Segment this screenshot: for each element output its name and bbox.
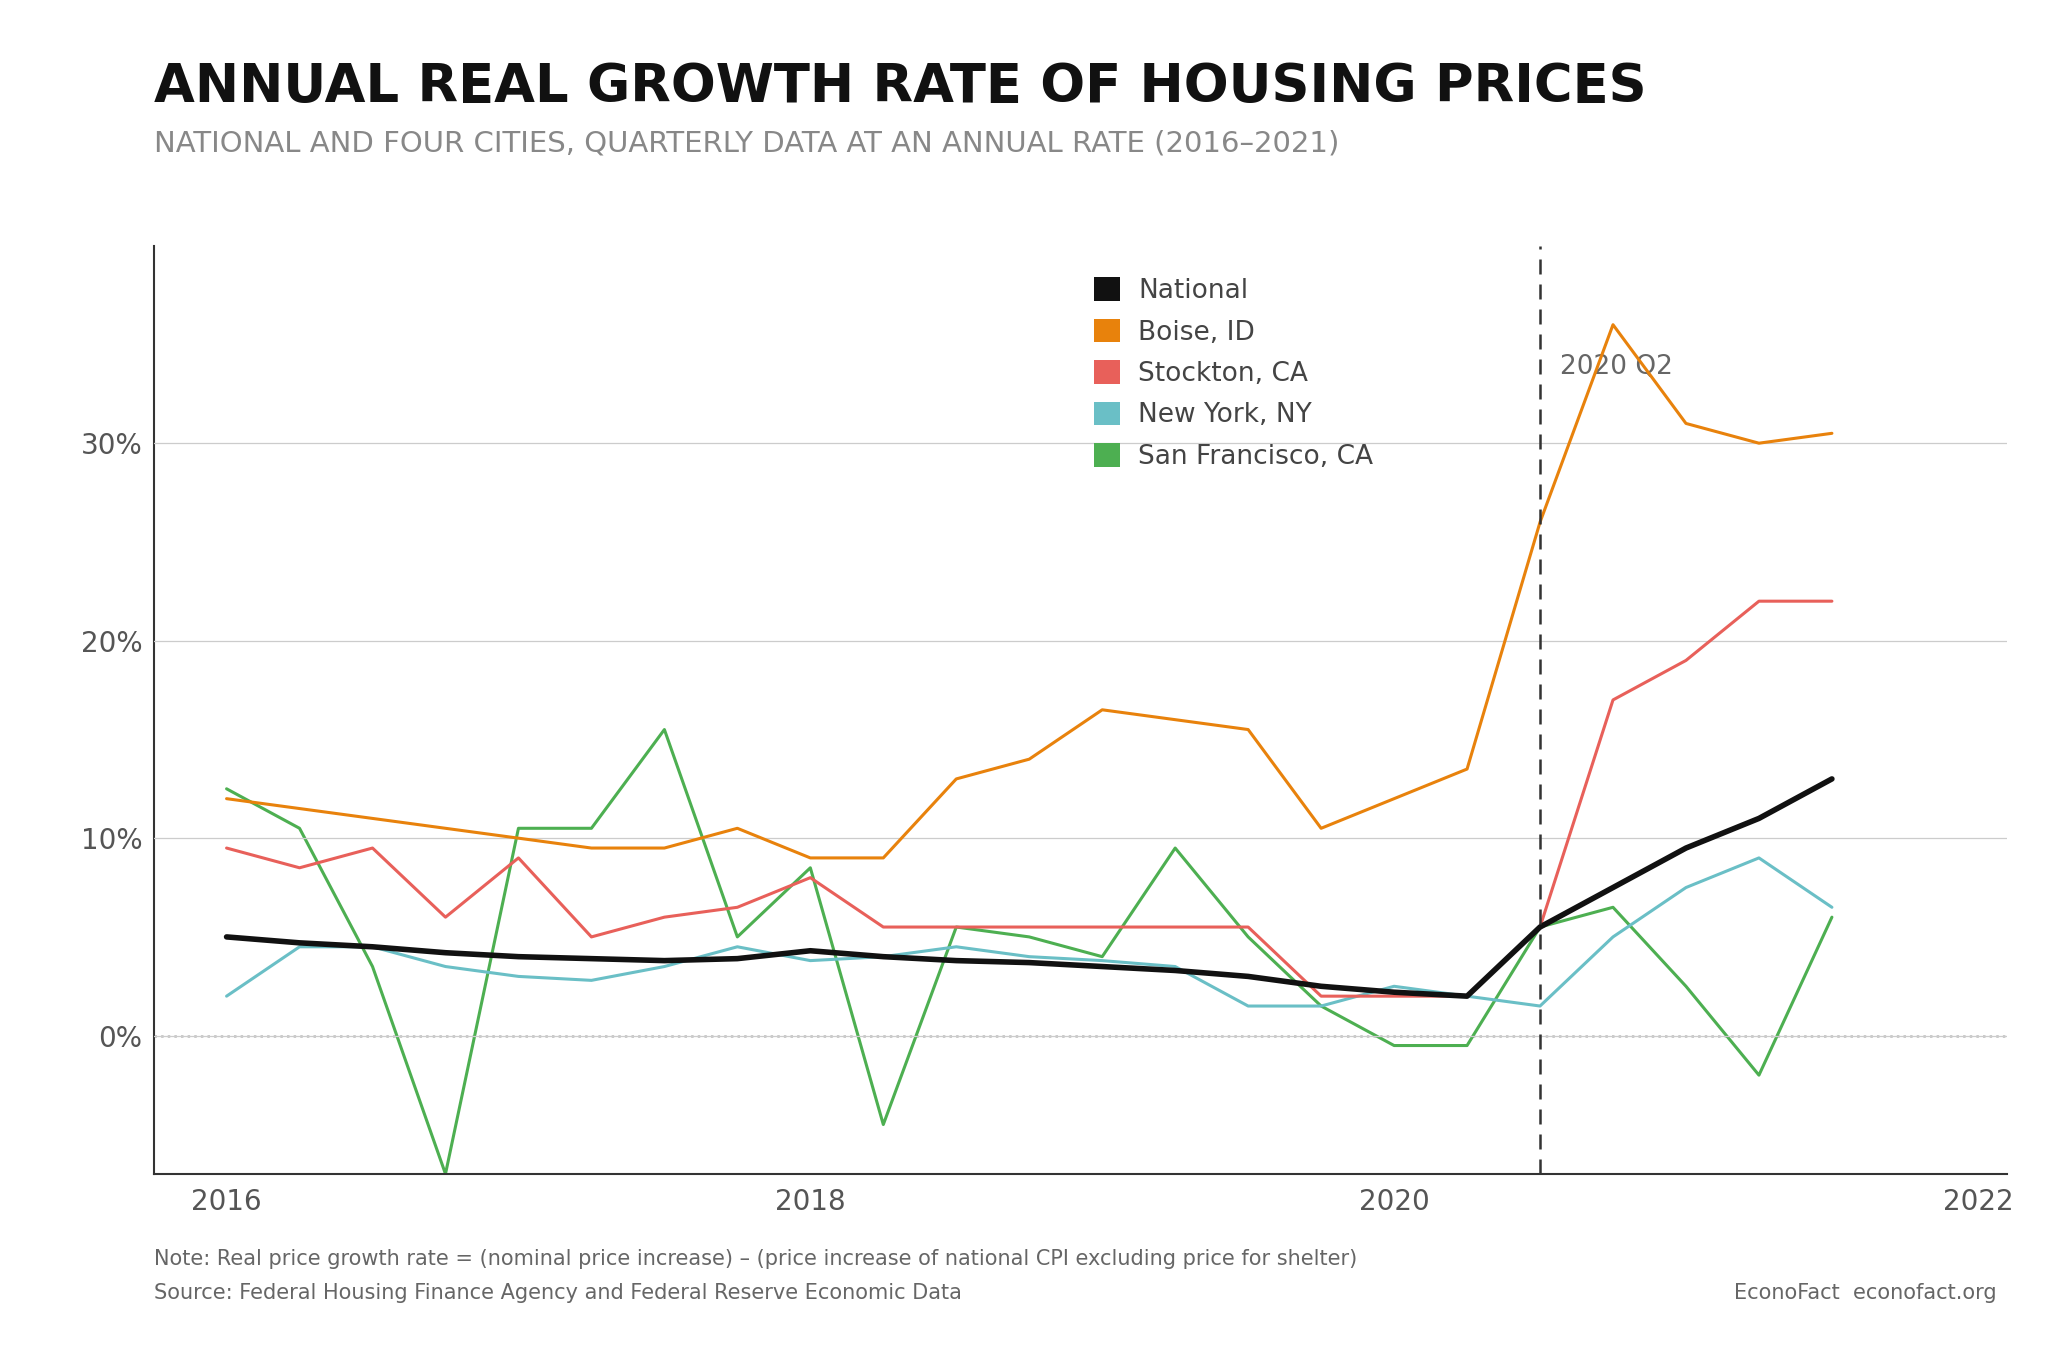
Text: ANNUAL REAL GROWTH RATE OF HOUSING PRICES: ANNUAL REAL GROWTH RATE OF HOUSING PRICE… bbox=[154, 61, 1647, 113]
Text: EconoFact  econofact.org: EconoFact econofact.org bbox=[1735, 1283, 1997, 1304]
Text: 2020 Q2: 2020 Q2 bbox=[1561, 355, 1673, 381]
Text: NATIONAL AND FOUR CITIES, QUARTERLY DATA AT AN ANNUAL RATE (2016–2021): NATIONAL AND FOUR CITIES, QUARTERLY DATA… bbox=[154, 130, 1339, 158]
Text: Source: Federal Housing Finance Agency and Federal Reserve Economic Data: Source: Federal Housing Finance Agency a… bbox=[154, 1283, 961, 1304]
Text: Note: Real price growth rate = (nominal price increase) – (price increase of nat: Note: Real price growth rate = (nominal … bbox=[154, 1249, 1358, 1269]
Legend: National, Boise, ID, Stockton, CA, New York, NY, San Francisco, CA: National, Boise, ID, Stockton, CA, New Y… bbox=[1094, 277, 1374, 470]
